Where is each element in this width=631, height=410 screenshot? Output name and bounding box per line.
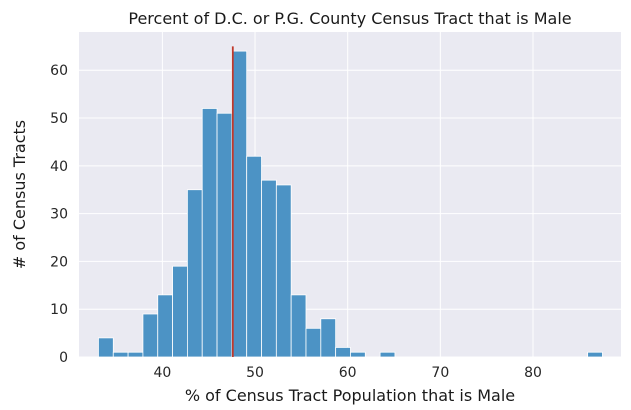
histogram-bar <box>335 347 351 358</box>
histogram-bar <box>275 184 292 358</box>
histogram-bar <box>142 313 159 358</box>
histogram-bar <box>98 337 114 358</box>
histogram-bar <box>246 155 262 358</box>
x-tick-label: 80 <box>524 365 542 381</box>
x-axis-ticks: 40 50 60 70 80 <box>153 365 541 381</box>
histogram-bar <box>216 112 233 358</box>
x-axis-label: % of Census Tract Population that is Mal… <box>185 386 515 405</box>
y-tick-label: 30 <box>50 207 68 223</box>
x-tick-label: 70 <box>431 365 449 381</box>
histogram-bar <box>587 351 603 358</box>
histogram-bar <box>231 50 248 358</box>
histogram-bar <box>261 179 277 358</box>
histogram-bar <box>172 265 188 358</box>
histogram-bar <box>112 351 129 358</box>
y-tick-label: 0 <box>59 350 68 366</box>
histogram-bar <box>290 294 307 358</box>
grid-lines <box>79 32 621 358</box>
y-axis-ticks: 0 10 20 30 40 50 60 <box>50 63 68 366</box>
histogram-bar <box>127 351 144 358</box>
histogram-bar <box>350 351 366 358</box>
histogram-bar <box>157 294 173 358</box>
y-axis-label: # of Census Tracts <box>10 120 29 269</box>
histogram-bar <box>305 327 322 358</box>
x-tick-label: 40 <box>153 365 171 381</box>
histogram-bar <box>379 351 396 358</box>
histogram-bar <box>320 318 337 358</box>
y-tick-label: 40 <box>50 159 68 175</box>
y-tick-label: 50 <box>50 111 68 127</box>
histogram-bar <box>186 189 203 358</box>
x-tick-label: 50 <box>246 365 264 381</box>
x-tick-label: 60 <box>339 365 357 381</box>
histogram-bars <box>98 50 603 358</box>
y-tick-label: 60 <box>50 63 68 79</box>
chart-title: Percent of D.C. or P.G. County Census Tr… <box>128 9 571 28</box>
y-tick-label: 20 <box>50 254 68 270</box>
histogram-bar <box>201 108 218 358</box>
y-tick-label: 10 <box>50 302 68 318</box>
